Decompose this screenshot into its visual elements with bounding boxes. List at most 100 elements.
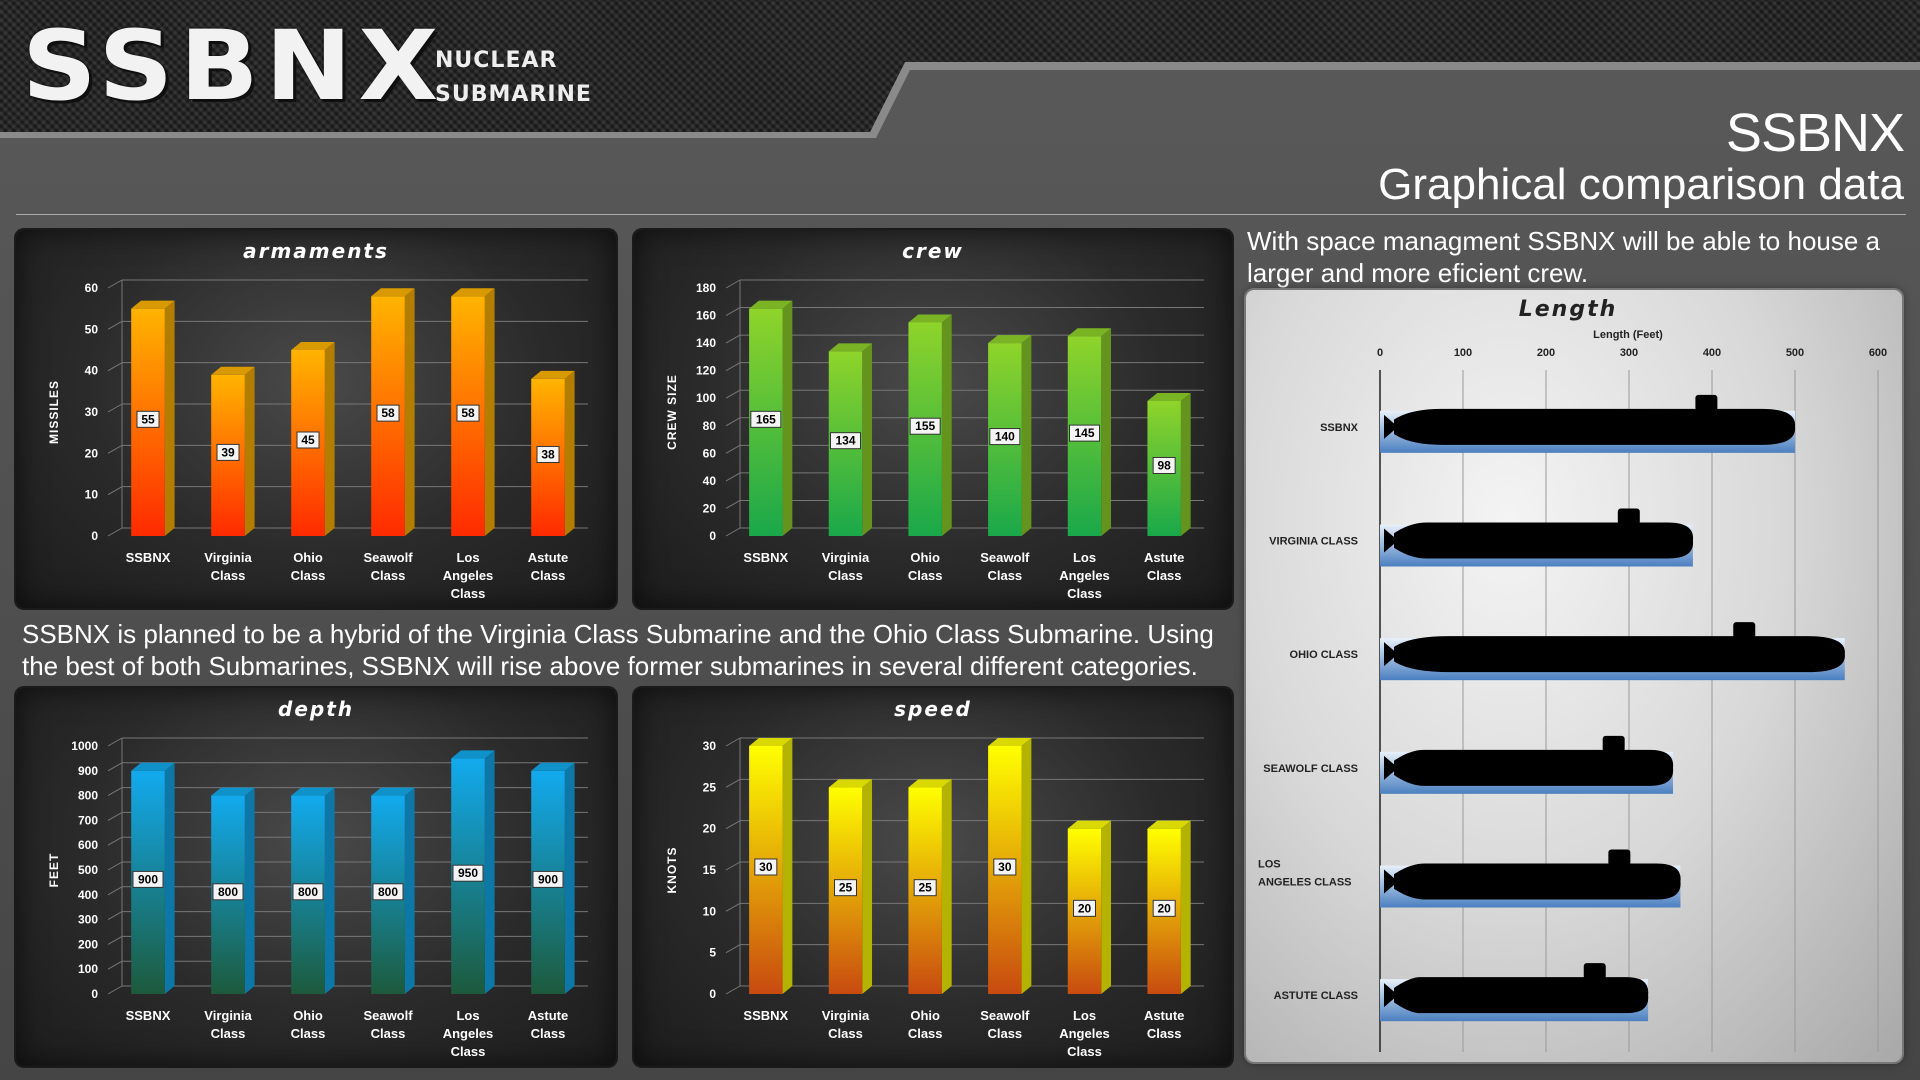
bar-side bbox=[564, 762, 575, 994]
data-label-box bbox=[372, 883, 404, 901]
x-tick-label: Seawolf Class bbox=[363, 550, 413, 583]
gridline-diag bbox=[107, 886, 123, 896]
bar-side bbox=[564, 370, 575, 536]
y-tick-label: VIRGINIA CLASS bbox=[1269, 536, 1358, 548]
gridline-diag bbox=[725, 334, 741, 344]
data-label: 38 bbox=[541, 447, 555, 461]
data-label-box bbox=[456, 404, 480, 422]
x-tick-label: Astute Class bbox=[528, 550, 568, 583]
data-label-box bbox=[212, 883, 244, 901]
data-label: 20 bbox=[1078, 901, 1092, 915]
chart-title: armaments bbox=[243, 239, 389, 263]
y-tick-label: 140 bbox=[696, 336, 716, 350]
bar: 140 bbox=[988, 335, 1032, 536]
bar-top bbox=[828, 779, 873, 788]
x-tick-label: 100 bbox=[1454, 347, 1472, 359]
y-tick-label: 40 bbox=[85, 364, 99, 378]
data-label: 140 bbox=[995, 430, 1015, 444]
y-tick-label: 0 bbox=[709, 987, 716, 1001]
data-label: 20 bbox=[1157, 901, 1171, 915]
armaments-chart-panel: armaments MISSILES 0 10 20 30 40 50 60 55 SSBNX 39 V… bbox=[16, 230, 616, 608]
data-label-box bbox=[532, 870, 564, 888]
submarine-sail bbox=[1608, 849, 1631, 866]
gridline-diag bbox=[107, 444, 123, 454]
logo-sub-line2: SUBMARINE bbox=[435, 82, 592, 107]
length-chart-panel: Length Length (Feet) 0 100 200 300 400 500 600 SS… bbox=[1246, 290, 1902, 1062]
bar-top bbox=[908, 314, 952, 323]
bar-top bbox=[211, 366, 255, 375]
y-axis-label: CREW SIZE bbox=[665, 374, 679, 450]
data-label: 800 bbox=[298, 885, 318, 899]
y-tick-label: 10 bbox=[703, 904, 717, 918]
bar-side bbox=[164, 762, 175, 994]
logo-sub-line1: NUCLEAR bbox=[435, 48, 558, 73]
y-tick-label: 160 bbox=[696, 309, 716, 323]
submarine-sail bbox=[1617, 508, 1640, 525]
gridline-diag bbox=[107, 527, 123, 537]
bar bbox=[1380, 849, 1681, 908]
bar-side bbox=[324, 342, 335, 536]
data-label: 25 bbox=[839, 881, 853, 895]
data-label: 30 bbox=[998, 860, 1012, 874]
logo-subtitle: NUCLEAR SUBMARINE bbox=[435, 44, 592, 112]
data-label-box bbox=[909, 417, 941, 435]
y-tick-label: 60 bbox=[703, 446, 717, 460]
y-tick-label: 400 bbox=[78, 888, 98, 902]
y-tick-label: OHIO CLASS bbox=[1290, 649, 1358, 661]
bar-side bbox=[1180, 820, 1191, 994]
data-label: 800 bbox=[218, 885, 238, 899]
data-label: 30 bbox=[759, 860, 773, 874]
bar-top bbox=[1067, 328, 1112, 337]
x-tick-label: 300 bbox=[1620, 347, 1638, 359]
data-label: 134 bbox=[835, 434, 855, 448]
y-tick-label: 1000 bbox=[71, 739, 98, 753]
y-tick-label: SSBNX bbox=[1320, 422, 1359, 434]
y-tick-label: 20 bbox=[85, 446, 99, 460]
bar: 25 bbox=[828, 779, 873, 994]
speed-chart-panel: speed KNOTS 0 5 10 15 20 25 30 30 SSBNX 25 Virginia C… bbox=[634, 688, 1232, 1066]
bar-top bbox=[749, 738, 793, 746]
gridline-diag bbox=[725, 389, 741, 399]
x-tick-label: Ohio Class bbox=[908, 1008, 943, 1041]
y-tick-label: 20 bbox=[703, 501, 717, 515]
y-tick-label: 500 bbox=[78, 863, 98, 877]
page-subtitle: Graphical comparison data bbox=[1378, 160, 1904, 209]
bar bbox=[1380, 394, 1796, 453]
y-tick-label: 20 bbox=[703, 822, 717, 836]
x-tick-label: Seawolf Class bbox=[363, 1008, 413, 1041]
bar-top bbox=[908, 779, 952, 788]
data-label-box bbox=[913, 879, 937, 897]
submarine-hull bbox=[1394, 749, 1674, 786]
data-label: 950 bbox=[458, 866, 478, 880]
submarine-hull bbox=[1394, 636, 1845, 673]
x-tick-label: Ohio Class bbox=[291, 1008, 326, 1041]
gridline-diag bbox=[725, 820, 741, 830]
bar: 25 bbox=[908, 779, 952, 994]
data-label: 25 bbox=[918, 881, 932, 895]
bar: 900 bbox=[531, 762, 575, 994]
y-tick-label: 0 bbox=[709, 529, 716, 543]
bar: 800 bbox=[211, 787, 255, 994]
gridline-diag bbox=[725, 500, 741, 509]
crew-note: With space managment SSBNX will be able … bbox=[1247, 226, 1881, 288]
x-tick-label: SSBNX bbox=[743, 1008, 788, 1023]
x-tick-label: Astute Class bbox=[528, 1008, 568, 1041]
data-label-box bbox=[993, 858, 1017, 876]
bar: 900 bbox=[131, 762, 175, 994]
gridline-diag bbox=[725, 362, 741, 372]
bar: 30 bbox=[988, 738, 1032, 994]
data-label: 58 bbox=[461, 406, 475, 420]
y-tick-label: 0 bbox=[91, 987, 98, 1001]
x-tick-label: Ohio Class bbox=[291, 550, 326, 583]
data-label-box bbox=[296, 431, 320, 449]
data-label-box bbox=[216, 443, 240, 461]
gridline-diag bbox=[107, 787, 123, 797]
x-tick-label: Los Angeles Class bbox=[443, 550, 494, 601]
data-label: 900 bbox=[538, 872, 558, 886]
bar-top bbox=[291, 787, 335, 796]
y-tick-label: 100 bbox=[696, 391, 716, 405]
bar: 20 bbox=[1147, 820, 1191, 994]
y-tick-label: SEAWOLF CLASS bbox=[1263, 763, 1358, 775]
chart-title: speed bbox=[894, 697, 972, 721]
y-tick-label: 30 bbox=[703, 739, 717, 753]
